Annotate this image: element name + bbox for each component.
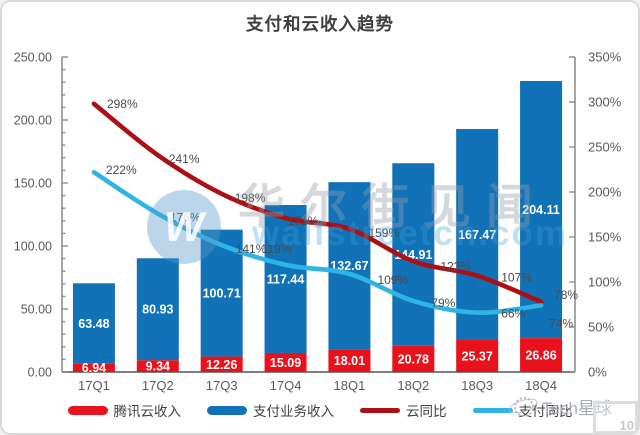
line-label-支付同比: 119% [262, 242, 292, 256]
left-axis-tick-label: 0.00 [28, 366, 52, 380]
right-axis-tick-label: 250% [588, 140, 622, 155]
legend-item-0: 腾讯云收入 [67, 400, 182, 420]
bar-label-payment: 204.11 [522, 203, 560, 217]
bar-label-cloud: 9.34 [146, 360, 170, 374]
bar-label-cloud: 26.86 [525, 349, 556, 363]
bar-label-cloud: 15.09 [270, 356, 301, 370]
bar-cloud-18Q3 [456, 340, 499, 372]
line-label-云同比: 78% [554, 288, 578, 302]
left-axis-tick-label: 250.00 [14, 51, 52, 65]
line-label-云同比: 123% [440, 259, 471, 273]
line-label-云同比: 298% [107, 97, 138, 111]
bar-cloud-17Q2 [136, 360, 179, 372]
bar-label-payment: 100.71 [203, 287, 241, 301]
bar-payment-17Q4 [264, 205, 307, 353]
bar-label-payment: 80.93 [142, 303, 173, 317]
chart-legend: 腾讯云收入 支付业务收入 云同比 支付同比 [0, 397, 640, 423]
bar-payment-17Q2 [136, 258, 179, 361]
line-label-支付同比: 222% [106, 163, 137, 177]
legend-bar-marker [67, 405, 108, 415]
line-label-云同比: 107% [501, 271, 532, 285]
x-axis-category-label: 18Q4 [525, 378, 557, 393]
line-label-云同比: 198% [235, 191, 266, 205]
bar-payment-17Q1 [72, 283, 115, 364]
right-axis-tick-label: 300% [588, 95, 622, 110]
x-axis-category-label: 17Q2 [142, 378, 174, 393]
line-label-云同比: 171% [288, 214, 319, 228]
line-label-云同比: 241% [169, 152, 200, 166]
bar-label-payment: 117.44 [267, 272, 305, 286]
line-支付同比 [91, 169, 544, 315]
line-label-支付同比: 79% [431, 296, 455, 310]
bar-label-cloud: 12.26 [206, 358, 237, 372]
bar-label-cloud: 6.94 [82, 361, 106, 375]
bar-label-cloud: 18.01 [334, 354, 365, 368]
bar-label-cloud: 25.37 [462, 350, 493, 364]
legend-line-marker [360, 407, 400, 413]
legend-label: 支付业务收入 [253, 404, 334, 419]
right-axis-tick-label: 100% [588, 275, 622, 290]
line-label-支付同比: 74% [549, 316, 573, 330]
bar-label-cloud: 20.78 [398, 352, 429, 366]
line-label-支付同比: 141% [236, 242, 267, 256]
legend-item-3: 支付同比 [472, 400, 573, 420]
legend-item-2: 云同比 [360, 400, 447, 420]
legend-item-1: 支付业务收入 [207, 400, 334, 420]
line-label-支付同比: 66% [501, 307, 525, 321]
legend-label: 腾讯云收入 [113, 404, 182, 419]
legend-label: 支付同比 [518, 404, 573, 419]
bar-cloud-17Q1 [72, 363, 115, 372]
x-axis-category-label: 17Q1 [78, 378, 110, 393]
line-label-支付同比: 109% [377, 273, 408, 287]
x-axis-category-label: 17Q4 [270, 378, 302, 393]
bar-cloud-18Q2 [392, 345, 435, 372]
bar-cloud-18Q4 [520, 338, 563, 372]
right-axis-tick-label: 50% [588, 320, 614, 335]
right-axis-tick-label: 200% [588, 185, 622, 200]
x-axis-category-label: 17Q3 [206, 378, 238, 393]
bar-cloud-18Q1 [328, 349, 371, 372]
x-axis-category-label: 18Q1 [334, 378, 366, 393]
right-axis-tick-label: 150% [588, 230, 622, 245]
bar-payment-18Q1 [328, 182, 371, 350]
x-axis-category-label: 18Q2 [397, 378, 429, 393]
legend-label: 云同比 [406, 404, 447, 419]
left-axis-tick-label: 50.00 [21, 303, 52, 317]
bar-label-payment: 167.47 [458, 228, 496, 242]
x-axis-category-label: 18Q3 [461, 378, 493, 393]
bar-cloud-17Q4 [264, 352, 307, 372]
right-axis-tick-label: 0% [588, 365, 607, 380]
line-label-支付同比: 176% [170, 211, 201, 225]
legend-bar-marker [207, 405, 247, 415]
chart-title: 支付和云收入趋势 [246, 14, 394, 34]
line-云同比 [91, 101, 544, 305]
bar-cloud-17Q3 [200, 356, 243, 372]
legend-line-marker [472, 407, 513, 413]
line-label-云同比: 159% [368, 226, 399, 240]
bar-payment-18Q3 [456, 129, 499, 341]
left-axis-tick-label: 150.00 [14, 177, 52, 191]
bar-label-payment: 63.48 [78, 317, 109, 331]
left-axis-tick-label: 100.00 [14, 240, 52, 254]
right-axis-tick-label: 350% [588, 50, 622, 65]
left-axis-tick-label: 200.00 [14, 114, 52, 128]
